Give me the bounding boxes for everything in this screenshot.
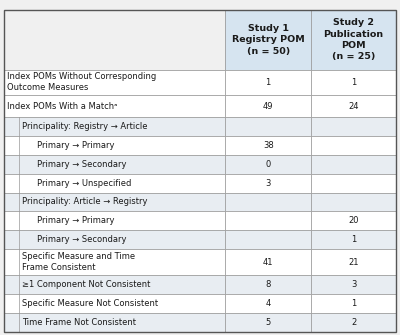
Text: Specific Measure Not Consistent: Specific Measure Not Consistent xyxy=(22,299,158,308)
Text: Index POMs Without Corresponding
Outcome Measures: Index POMs Without Corresponding Outcome… xyxy=(7,72,156,92)
Bar xyxy=(226,249,311,275)
Text: 38: 38 xyxy=(263,141,274,150)
Bar xyxy=(226,294,311,313)
Text: Specific Measure and Time
Frame Consistent: Specific Measure and Time Frame Consiste… xyxy=(22,252,135,272)
Text: Study 1
Registry POM
(n = 50): Study 1 Registry POM (n = 50) xyxy=(232,24,304,56)
Text: 49: 49 xyxy=(263,102,274,111)
Bar xyxy=(311,275,396,294)
Bar xyxy=(4,155,226,174)
Bar xyxy=(226,230,311,249)
Bar xyxy=(226,70,311,95)
Bar xyxy=(226,95,311,117)
Text: Primary → Unspecified: Primary → Unspecified xyxy=(37,179,131,188)
Text: 8: 8 xyxy=(266,280,271,289)
Bar xyxy=(311,313,396,332)
Text: Primary → Secondary: Primary → Secondary xyxy=(37,160,126,169)
Bar xyxy=(4,230,226,249)
Text: 20: 20 xyxy=(348,216,359,225)
Text: 2: 2 xyxy=(351,318,356,327)
Bar xyxy=(311,70,396,95)
Text: 41: 41 xyxy=(263,258,274,267)
Bar xyxy=(311,249,396,275)
Bar xyxy=(226,313,311,332)
Bar xyxy=(4,294,226,313)
Text: 3: 3 xyxy=(351,280,356,289)
Text: Index POMs With a Matchᵃ: Index POMs With a Matchᵃ xyxy=(7,102,118,111)
Bar xyxy=(226,117,311,136)
Text: 1: 1 xyxy=(351,78,356,87)
Bar xyxy=(311,136,396,155)
Text: Principality: Article → Registry: Principality: Article → Registry xyxy=(22,197,148,206)
Bar xyxy=(226,211,311,230)
Text: Time Frame Not Consistent: Time Frame Not Consistent xyxy=(22,318,136,327)
Bar xyxy=(226,155,311,174)
Bar xyxy=(4,117,226,136)
Text: Primary → Secondary: Primary → Secondary xyxy=(37,235,126,244)
Bar xyxy=(311,10,396,70)
Text: 21: 21 xyxy=(348,258,359,267)
Bar xyxy=(4,174,226,193)
Bar xyxy=(226,174,311,193)
Bar xyxy=(4,211,226,230)
Bar xyxy=(4,10,226,70)
Bar xyxy=(311,95,396,117)
Text: 4: 4 xyxy=(266,299,271,308)
Text: 3: 3 xyxy=(266,179,271,188)
Bar xyxy=(226,136,311,155)
Bar xyxy=(226,10,311,70)
Bar xyxy=(4,249,226,275)
Bar xyxy=(4,313,226,332)
Text: 1: 1 xyxy=(351,235,356,244)
Bar xyxy=(311,294,396,313)
Bar xyxy=(311,211,396,230)
Text: Primary → Primary: Primary → Primary xyxy=(37,141,114,150)
Bar xyxy=(311,155,396,174)
Text: 5: 5 xyxy=(266,318,271,327)
Text: Primary → Primary: Primary → Primary xyxy=(37,216,114,225)
Text: ≥1 Component Not Consistent: ≥1 Component Not Consistent xyxy=(22,280,150,289)
Text: 0: 0 xyxy=(266,160,271,169)
Bar xyxy=(4,193,226,211)
Bar xyxy=(311,230,396,249)
Text: 24: 24 xyxy=(348,102,359,111)
Bar xyxy=(4,95,226,117)
Bar xyxy=(226,275,311,294)
Bar xyxy=(311,193,396,211)
Bar xyxy=(4,275,226,294)
Bar xyxy=(4,136,226,155)
Bar xyxy=(4,70,226,95)
Bar xyxy=(311,117,396,136)
Bar xyxy=(311,174,396,193)
Text: 1: 1 xyxy=(266,78,271,87)
Bar xyxy=(226,193,311,211)
Text: Principality: Registry → Article: Principality: Registry → Article xyxy=(22,122,148,131)
Text: Study 2
Publication
POM
(n = 25): Study 2 Publication POM (n = 25) xyxy=(324,18,384,62)
Text: 1: 1 xyxy=(351,299,356,308)
